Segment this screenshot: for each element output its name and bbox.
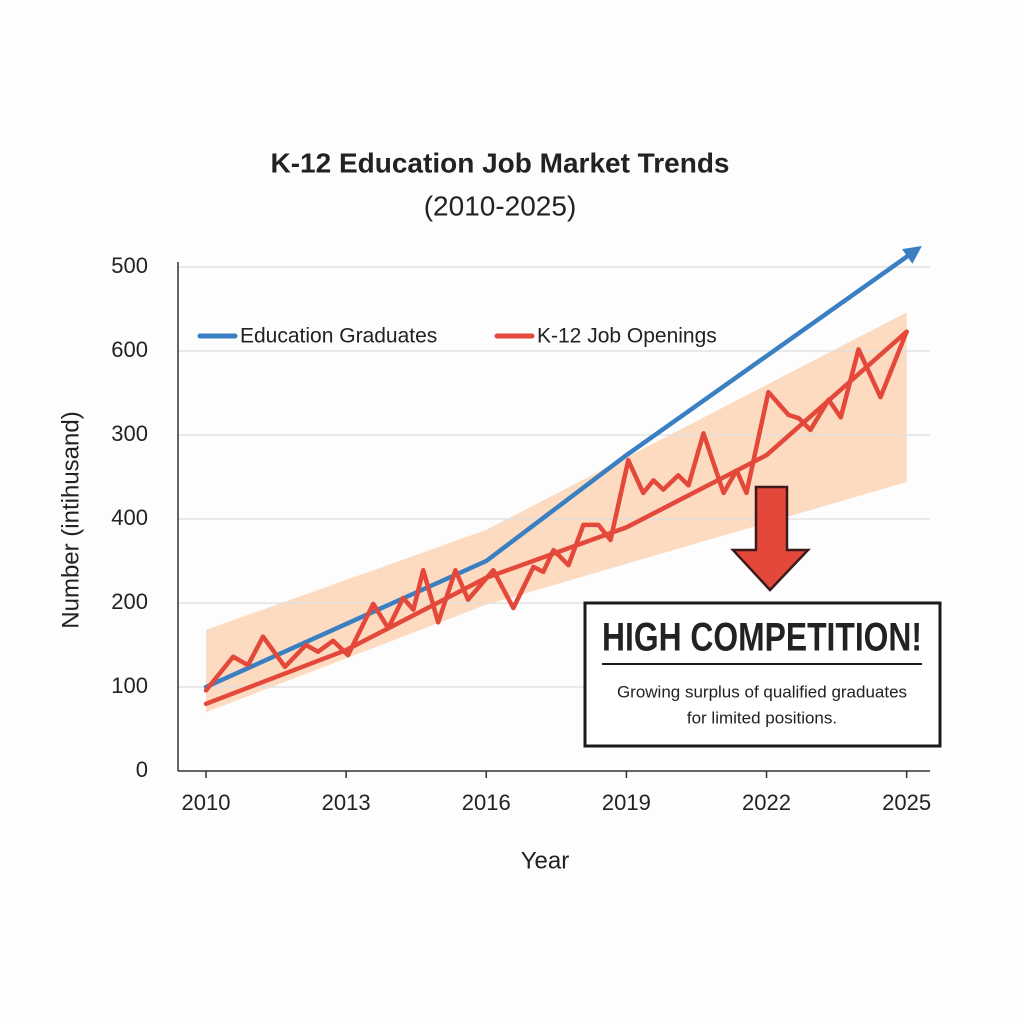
y-tick-label: 500	[111, 253, 148, 278]
legend-label: K-12 Job Openings	[537, 325, 717, 348]
y-axis-label: Number (intihusand)	[57, 411, 84, 628]
x-axis-label: Year	[521, 847, 570, 874]
band-layer	[206, 312, 907, 713]
line-series	[203, 329, 909, 707]
x-tick-label: 2025	[882, 790, 931, 815]
x-tick-label: 2016	[462, 790, 511, 815]
chart-subtitle: (2010-2025)	[424, 190, 577, 221]
y-tick-label: 0	[136, 757, 148, 782]
y-tick-label: 300	[111, 421, 148, 446]
grid-layer: 0 100 200 400 300 600 500 2010 2013 2016 2019 2022 2…	[111, 253, 931, 815]
x-tick-label: 2013	[322, 790, 371, 815]
y-tick-label: 600	[111, 337, 148, 362]
annotation-title: HIGH COMPETITION!	[602, 616, 922, 660]
line-series	[203, 246, 922, 690]
y-tick-label: 400	[111, 505, 148, 530]
y-tick-label: 100	[111, 673, 148, 698]
y-tick-label: 200	[111, 589, 148, 614]
annotation-box	[583, 601, 942, 748]
legend-label: Education Graduates	[240, 325, 437, 348]
annotation-line: Growing surplus of qualified graduates	[617, 682, 907, 701]
annotation-line: for limited positions.	[687, 708, 837, 727]
line-series	[203, 329, 909, 693]
x-tick-label: 2022	[742, 790, 791, 815]
line-layer	[203, 246, 922, 707]
warning-arrow	[730, 485, 811, 592]
band	[206, 312, 907, 713]
x-tick-label: 2019	[602, 790, 651, 815]
x-tick-label: 2010	[182, 790, 231, 815]
chart-title: K-12 Education Job Market Trends	[271, 147, 730, 178]
legend: Education Graduates K-12 Job Openings	[197, 325, 717, 348]
